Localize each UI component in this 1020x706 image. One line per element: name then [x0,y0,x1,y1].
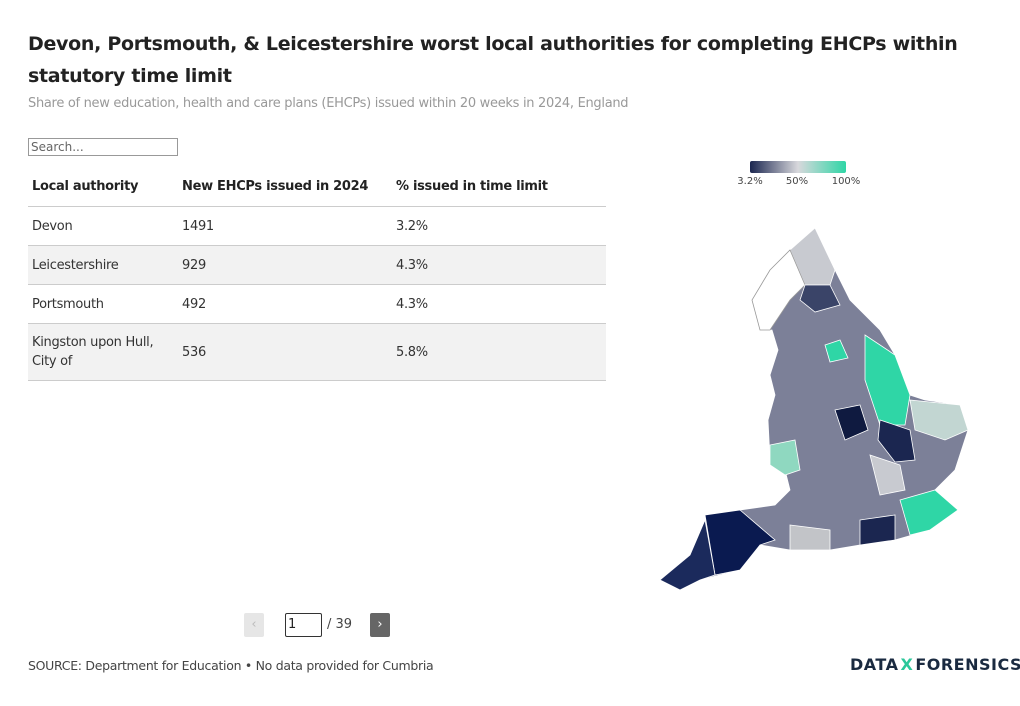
cell: 492 [178,284,392,324]
cell: 929 [178,245,392,285]
legend-label: 50% [786,176,808,187]
region [864,334,911,426]
data-table: Local authority New EHCPs issued in 2024… [28,166,606,381]
legend-label: 100% [832,176,861,187]
cell: 4.3% [392,284,606,324]
region [877,419,916,463]
region [789,524,831,551]
page-total: / 39 [327,617,353,632]
region [869,454,906,496]
region [769,439,801,476]
column-header[interactable]: New EHCPs issued in 2024 [178,166,392,207]
england [659,227,969,591]
header-row: Local authority New EHCPs issued in 2024… [28,166,606,207]
region [859,514,896,546]
logo-text: FORENSICS [915,655,1020,674]
row: Portsmouth 492 4.3% [28,284,606,324]
cell: 536 [178,323,392,381]
row: Kingston upon Hull, City of 536 5.8% [28,323,606,381]
legend-gradient [750,161,846,173]
page-input[interactable]: 1 [285,613,322,637]
cell: Devon [28,206,178,246]
legend-label: 3.2% [737,176,762,187]
region [751,249,806,331]
column-header[interactable]: % issued in time limit [392,166,606,207]
prev-button[interactable]: ‹ [244,613,264,637]
region [834,404,869,441]
cell: Portsmouth [28,284,178,324]
region [909,399,969,441]
region [824,339,849,363]
source-note: SOURCE: Department for Education • No da… [28,658,434,673]
title: Devon, Portsmouth, & Leicestershire wors… [28,33,958,87]
region [659,518,716,591]
cell: 3.2% [392,206,606,246]
search-box[interactable]: Search... [28,138,178,156]
next-button[interactable]: › [370,613,390,637]
region [799,284,841,313]
cell: Kingston upon Hull, City of [28,323,178,381]
cell: 4.3% [392,245,606,285]
logo-text: DATA [850,655,899,674]
subtitle: Share of new education, health and care … [28,96,629,111]
logo-text: X [900,655,914,674]
logo: DATA X FORENSICS [850,655,1020,674]
column-header[interactable]: Local authority [28,166,178,207]
region [899,489,959,536]
cell: Leicestershire [28,245,178,285]
cell: 1491 [178,206,392,246]
row: Leicestershire 929 4.3% [28,245,606,285]
cell: 5.8% [392,323,606,381]
map: 3.2% 50% 100% [659,161,969,591]
row: Devon 1491 3.2% [28,206,606,246]
